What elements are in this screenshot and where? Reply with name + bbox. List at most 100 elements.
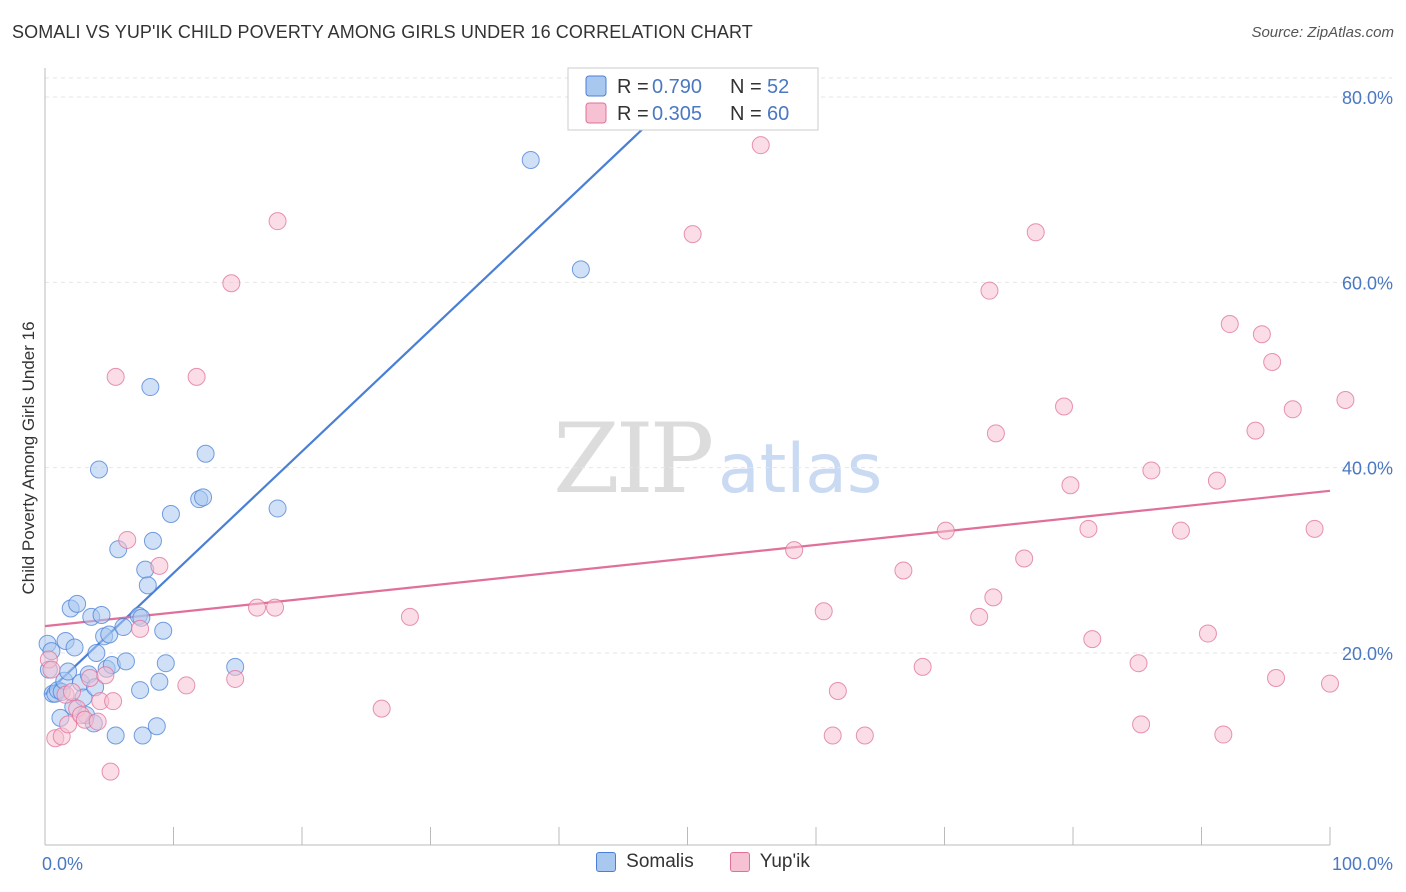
svg-text:R =: R = [617,76,649,98]
point-yupik-62 [1305,519,1324,538]
point-yupik-48 [1083,630,1102,649]
point-yupik-40 [980,281,999,300]
point-yupik-25 [266,598,285,617]
bottom-legend-swatch-yupik [729,852,750,872]
y-axis-label: Child Poverty Among Girls Under 16 [19,321,38,594]
svg-text:R =: R = [617,103,649,125]
point-yupik-31 [785,541,804,560]
legend-swatch-somalis [585,75,607,97]
gridlines [45,77,1392,654]
x-tick-label-100: 100.0% [1332,854,1393,874]
point-somalis-52 [571,260,590,279]
svg-text:0.790: 0.790 [652,76,702,98]
point-yupik-13 [96,666,115,685]
point-yupik-63 [1321,674,1339,693]
legend-n-value-1: 60 [767,103,789,125]
point-yupik-29 [683,225,702,244]
point-yupik-39 [970,607,989,626]
point-yupik-44 [1026,223,1045,242]
svg-text:N =: N = [730,76,762,98]
point-somalis-29 [106,726,125,745]
point-somalis-44 [156,654,175,673]
point-yupik-35 [855,726,874,745]
y-tick-label-60: 60.0% [1342,273,1393,293]
point-yupik-41 [984,588,1003,607]
point-yupik-36 [894,561,913,580]
point-yupik-24 [248,598,267,617]
point-yupik-51 [1142,461,1161,480]
point-yupik-11 [88,712,107,731]
point-somalis-45 [161,505,180,523]
point-yupik-5 [59,715,78,734]
point-somalis-39 [141,378,160,397]
point-somalis-47 [194,488,213,507]
point-yupik-61 [1283,400,1302,419]
point-yupik-32 [814,602,833,621]
point-yupik-22 [222,274,241,293]
point-somalis-36 [133,726,152,745]
point-somalis-41 [147,717,166,736]
y-tick-label-40: 40.0% [1342,459,1393,479]
point-yupik-52 [1171,521,1190,540]
point-yupik-34 [828,681,847,700]
point-yupik-6 [62,682,81,701]
point-yupik-49 [1129,654,1148,673]
point-somalis-48 [196,444,215,463]
legend-n-value-0: 52 [767,76,789,98]
point-yupik-38 [936,521,955,540]
point-yupik-64 [1336,391,1355,410]
watermark-atlas: atlas [718,430,882,509]
y-tick-label-20: 20.0% [1342,644,1393,664]
point-yupik-23 [226,669,245,688]
legend-swatch-yupik [585,102,607,124]
bottom-legend-somalis: Somalis [596,851,694,873]
trend-line-somalis [44,110,663,696]
legend-r-label-0: R = [617,76,649,98]
point-somalis-27 [100,625,119,644]
source-label: Source: ZipAtlas.com [1251,24,1394,41]
legend-r-value-0: 0.790 [652,76,702,98]
point-yupik-17 [118,530,137,549]
point-yupik-28 [400,607,419,626]
point-somalis-42 [150,672,169,691]
point-yupik-53 [1198,624,1217,643]
svg-text:0.305: 0.305 [652,103,702,125]
point-yupik-47 [1079,519,1098,538]
point-yupik-27 [372,699,391,718]
point-somalis-13 [65,638,84,657]
point-somalis-50 [268,499,287,518]
point-yupik-26 [268,212,287,231]
point-yupik-56 [1220,315,1239,334]
point-yupik-16 [106,367,125,386]
bottom-legend-label-yupik: Yup'ik [759,851,810,872]
point-somalis-22 [87,644,106,662]
point-somalis-51 [521,151,540,170]
point-somalis-38 [138,576,157,595]
point-yupik-1 [42,660,61,679]
point-somalis-23 [89,460,108,479]
point-somalis-14 [68,594,87,613]
x-tick-label-0: 0.0% [42,854,83,874]
point-yupik-37 [913,657,932,676]
point-yupik-10 [80,669,99,688]
point-yupik-50 [1132,715,1151,734]
point-yupik-45 [1055,397,1074,416]
point-somalis-31 [114,618,133,637]
point-somalis-32 [116,652,135,671]
bottom-legend-label-somalis: Somalis [626,851,694,872]
point-yupik-42 [986,424,1005,443]
legend: R = 0.790 N = 52 R = 0.305 N = 60 [567,67,819,131]
bottom-legend-swatch-somalis [596,852,617,872]
legend-box [567,67,819,131]
point-yupik-15 [104,692,123,711]
point-yupik-58 [1252,325,1271,344]
legend-n-label-0: N = [730,76,762,98]
point-yupik-18 [131,619,150,638]
point-yupik-19 [150,556,169,575]
y-tick-label-80: 80.0% [1342,88,1393,108]
scatter-points [38,136,1355,781]
point-somalis-33 [131,681,150,700]
tick-labels: 20.0% 40.0% 60.0% 80.0% 0.0% 100.0% [42,88,1393,874]
series-yupik [39,136,1355,781]
